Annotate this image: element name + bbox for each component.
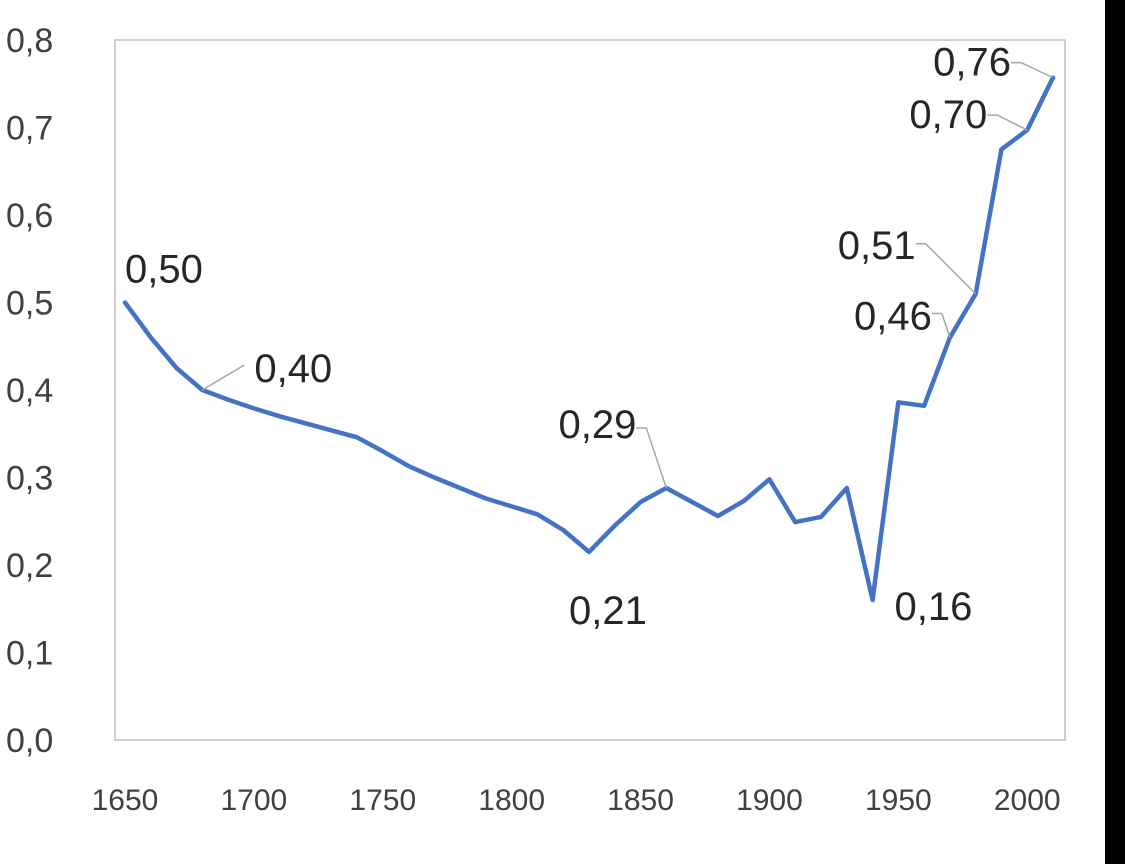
data-labels: 0,50 0,40 0,21 0,29 0,16 0,46 0,51 0,70 0,76	[125, 41, 1011, 633]
series-line	[122, 75, 1056, 603]
leader-lines	[201, 61, 1054, 489]
y-tick-label: 0,1	[6, 635, 53, 673]
y-tick-label: 0,2	[6, 547, 53, 585]
data-label: 0,70	[909, 93, 987, 137]
x-tick-label: 2000	[994, 784, 1061, 817]
series-group	[122, 75, 1056, 603]
x-tick-label: 1800	[478, 784, 545, 817]
leader-line	[1011, 61, 1054, 79]
plot-area-border	[114, 39, 1066, 741]
y-tick-label: 0,0	[6, 722, 53, 760]
data-label: 0,50	[125, 248, 203, 292]
data-label: 0,51	[838, 224, 916, 268]
data-label: 0,76	[933, 41, 1011, 85]
data-label: 0,46	[854, 295, 932, 339]
y-tick-label: 0,5	[6, 285, 53, 323]
data-label: 0,40	[254, 347, 332, 391]
x-tick-label: 1650	[92, 784, 159, 817]
leader-line	[915, 243, 977, 295]
x-tick-label: 1900	[736, 784, 803, 817]
data-label: 0,16	[895, 585, 973, 629]
leader-line	[987, 114, 1028, 131]
y-tick-label: 0,8	[6, 22, 53, 60]
y-tick-label: 0,6	[6, 197, 53, 235]
x-tick-label: 1950	[865, 784, 932, 817]
leader-line	[201, 364, 245, 391]
x-tick-label: 1850	[607, 784, 674, 817]
y-tick-label: 0,4	[6, 372, 53, 410]
x-tick-label: 1700	[221, 784, 288, 817]
y-axis-ticks: 0,0 0,1 0,2 0,3 0,4 0,5 0,6 0,7 0,8	[6, 22, 53, 760]
data-label: 0,29	[558, 403, 636, 447]
x-axis-ticks: 1650 1700 1750 1800 1850 1900 1950 2000	[92, 784, 1061, 817]
data-label: 0,21	[569, 589, 647, 633]
x-tick-label: 1750	[349, 784, 416, 817]
y-tick-label: 0,7	[6, 110, 53, 148]
leader-line	[636, 427, 668, 489]
leader-line	[931, 312, 951, 338]
y-tick-label: 0,3	[6, 460, 53, 498]
